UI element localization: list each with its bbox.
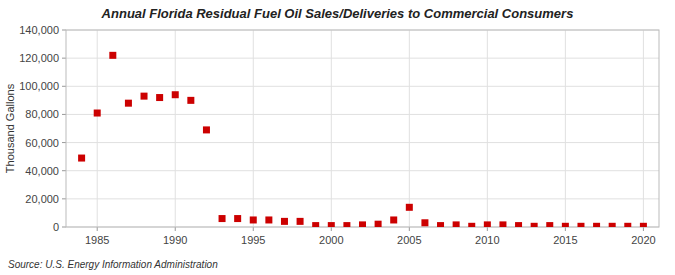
x-tick-label: 2010 bbox=[475, 234, 499, 246]
point bbox=[328, 222, 335, 227]
point bbox=[156, 94, 163, 101]
point bbox=[172, 91, 179, 98]
y-tick-label: 20,000 bbox=[25, 193, 59, 205]
point bbox=[297, 218, 304, 225]
y-grid-line bbox=[66, 142, 659, 143]
point bbox=[546, 222, 553, 227]
point bbox=[265, 216, 272, 223]
y-tick-label: 100,000 bbox=[19, 80, 59, 92]
y-tick-label: 80,000 bbox=[25, 108, 59, 120]
point bbox=[141, 93, 148, 100]
x-tick-label: 1985 bbox=[85, 234, 109, 246]
point bbox=[562, 223, 569, 227]
point bbox=[609, 223, 616, 227]
point bbox=[250, 216, 257, 223]
point bbox=[359, 221, 366, 227]
x-grid-line bbox=[565, 30, 566, 227]
x-tick bbox=[331, 227, 332, 231]
x-tick bbox=[487, 227, 488, 231]
x-grid-line bbox=[643, 30, 644, 227]
x-tick bbox=[175, 227, 176, 231]
x-tick-label: 2015 bbox=[553, 234, 577, 246]
x-tick bbox=[97, 227, 98, 231]
x-tick bbox=[253, 227, 254, 231]
x-grid-line bbox=[331, 30, 332, 227]
point bbox=[437, 222, 444, 227]
y-tick-label: 40,000 bbox=[25, 165, 59, 177]
point bbox=[624, 223, 631, 227]
y-grid-line bbox=[66, 114, 659, 115]
y-tick bbox=[62, 86, 66, 87]
title: Annual Florida Residual Fuel Oil Sales/D… bbox=[101, 6, 574, 21]
point bbox=[593, 223, 600, 227]
y-tick bbox=[62, 170, 66, 171]
point bbox=[78, 155, 85, 162]
points bbox=[78, 52, 647, 227]
page: {"chart_data": { "type": "scatter", "tit… bbox=[0, 0, 675, 275]
grid bbox=[66, 30, 659, 227]
point bbox=[375, 221, 382, 227]
y-tick bbox=[62, 142, 66, 143]
x-grid-line bbox=[175, 30, 176, 227]
y-tick-label: 60,000 bbox=[25, 137, 59, 149]
point bbox=[484, 221, 491, 227]
x-grid-line bbox=[97, 30, 98, 227]
y-grid-line bbox=[66, 198, 659, 199]
plot-frame bbox=[66, 30, 659, 227]
x-grid-line bbox=[487, 30, 488, 227]
y-tick bbox=[62, 114, 66, 115]
y-axis-label: Thousand Gallons bbox=[4, 83, 16, 173]
x-tick bbox=[409, 227, 410, 231]
point bbox=[390, 216, 397, 223]
x-tick-label: 2000 bbox=[319, 234, 343, 246]
x-tick bbox=[643, 227, 644, 231]
point bbox=[203, 126, 210, 133]
y-tick bbox=[62, 227, 66, 228]
x-grid-line bbox=[409, 30, 410, 227]
point bbox=[515, 222, 522, 227]
point bbox=[94, 110, 101, 117]
point bbox=[219, 215, 226, 222]
y-grid-line bbox=[66, 58, 659, 59]
y-tick-label: 0 bbox=[53, 221, 59, 233]
axes: 0 20,000 40,000 60,000 80,000 100,000 120,000 1… bbox=[19, 24, 659, 246]
point bbox=[421, 219, 428, 226]
x-tick-label: 2005 bbox=[397, 234, 421, 246]
point bbox=[453, 221, 460, 227]
point bbox=[468, 223, 475, 227]
point bbox=[406, 204, 413, 211]
point bbox=[109, 52, 116, 59]
point bbox=[125, 100, 132, 107]
y-tick bbox=[62, 58, 66, 59]
y-grid-line bbox=[66, 170, 659, 171]
x-grid-line bbox=[253, 30, 254, 227]
y-tick-label: 120,000 bbox=[19, 52, 59, 64]
y-tick bbox=[62, 30, 66, 31]
point bbox=[187, 97, 194, 104]
x-tick-label: 2020 bbox=[631, 234, 655, 246]
x-tick-label: 1990 bbox=[163, 234, 187, 246]
x-tick bbox=[565, 227, 566, 231]
point bbox=[499, 221, 506, 227]
point bbox=[640, 223, 647, 227]
x-tick-label: 1995 bbox=[241, 234, 265, 246]
point bbox=[531, 223, 538, 227]
point bbox=[343, 222, 350, 227]
point bbox=[577, 223, 584, 227]
point bbox=[312, 222, 319, 227]
y-tick-label: 140,000 bbox=[19, 24, 59, 36]
point bbox=[234, 215, 241, 222]
y-tick bbox=[62, 198, 66, 199]
chart: Annual Florida Residual Fuel Oil Sales/D… bbox=[0, 0, 675, 275]
source-annotation: Source: U.S. Energy Information Administ… bbox=[8, 259, 218, 270]
point bbox=[281, 218, 288, 225]
y-grid-line bbox=[66, 86, 659, 87]
